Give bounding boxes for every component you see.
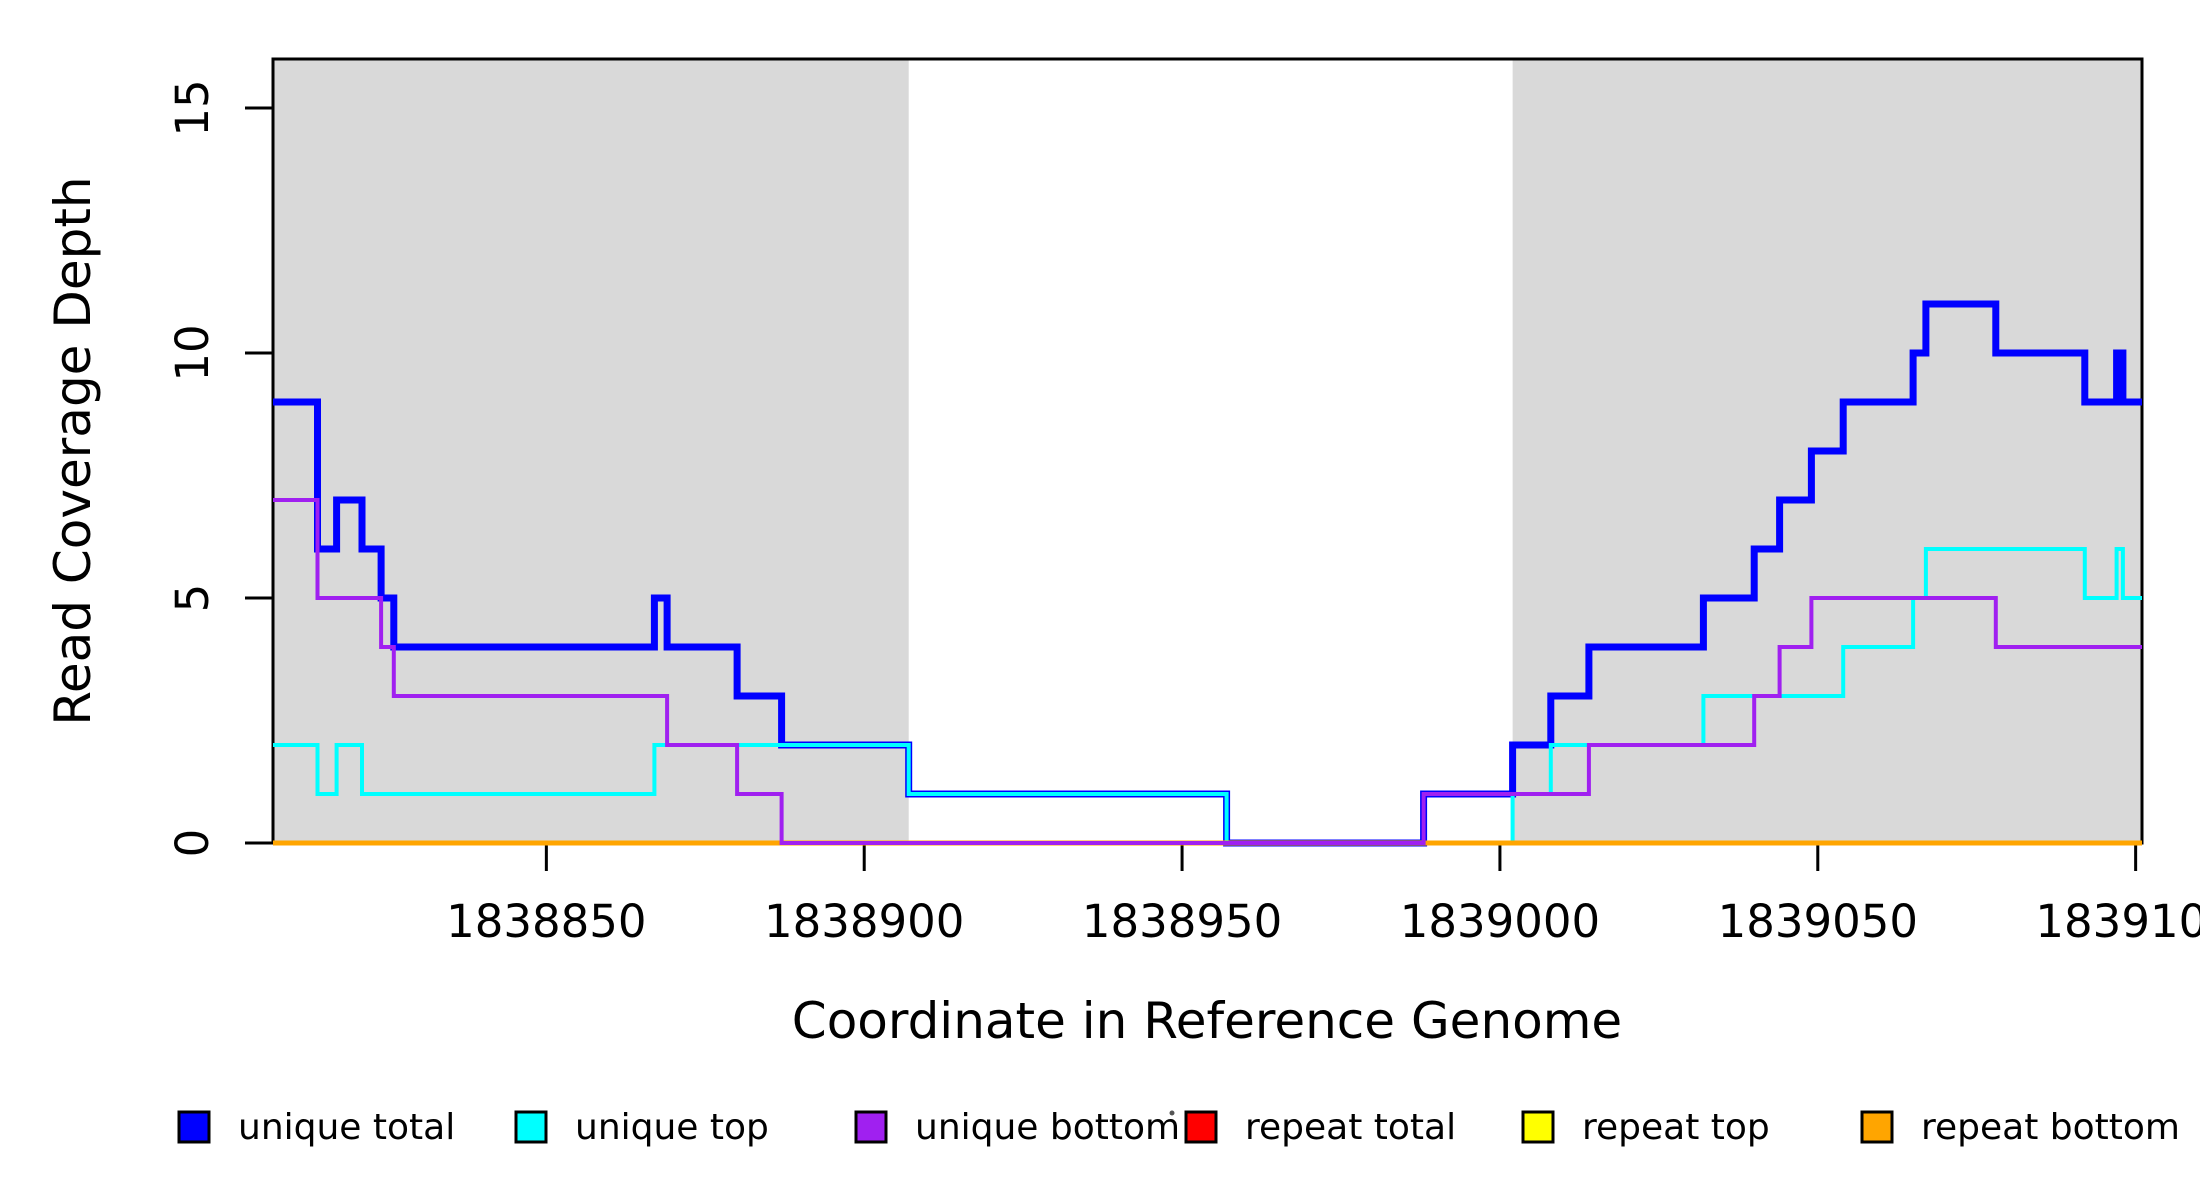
y-tick-label: 15 <box>166 79 219 136</box>
series-layer <box>273 300 2142 847</box>
x-tick-label: 1838950 <box>1082 895 1282 948</box>
shaded-regions-layer <box>273 59 2142 843</box>
x-tick-label: 1838850 <box>446 895 646 948</box>
legend-item-repeat-total: repeat total <box>1184 1107 1456 1148</box>
x-axis-title: Coordinate in Reference Genome <box>792 992 1622 1050</box>
x-tick-label: 1839000 <box>1400 895 1600 948</box>
legend-swatch-repeat-bottom <box>1860 1110 1894 1144</box>
legend-item-unique-total: unique total <box>177 1107 455 1148</box>
y-tick-label: 0 <box>166 829 219 858</box>
legend-swatch-repeat-top <box>1521 1110 1555 1144</box>
legend-swatch-repeat-total <box>1184 1110 1218 1144</box>
x-tick-label: 1839050 <box>1718 895 1918 948</box>
legend-item-repeat-bottom: repeat bottom <box>1860 1107 2180 1148</box>
legend-label: repeat total <box>1245 1107 1456 1148</box>
legend-label: unique top <box>575 1107 769 1148</box>
left-gray-region <box>273 59 909 843</box>
series-line-unique-top <box>273 547 2142 845</box>
legend-label: unique total <box>238 1107 455 1148</box>
x-tick-label: 1838900 <box>764 895 964 948</box>
y-axis: 0 5 10 15 <box>166 79 273 857</box>
y-tick-label: 5 <box>166 584 219 613</box>
legend-label: repeat bottom <box>1921 1107 2180 1148</box>
legend-swatch-unique-bottom <box>854 1110 888 1144</box>
x-axis: 1838850 1838900 1838950 1839000 1839050 18391… <box>446 843 2200 948</box>
legend-label: repeat top <box>1582 1107 1770 1148</box>
legend-item-unique-bottom: unique bottom <box>854 1107 1180 1148</box>
stray-dot-artifact <box>1169 1110 1175 1116</box>
series-line-unique-bottom <box>273 498 2142 845</box>
legend-item-unique-top: unique top <box>514 1107 769 1148</box>
legend: unique total unique top unique bottom repea… <box>177 1107 2180 1148</box>
y-axis-title: Read Coverage Depth <box>44 176 102 725</box>
legend-item-repeat-top: repeat top <box>1521 1107 1770 1148</box>
series-line-unique-total <box>273 300 2142 847</box>
y-tick-label: 10 <box>166 324 219 381</box>
legend-swatch-unique-top <box>514 1110 548 1144</box>
legend-label: unique bottom <box>915 1107 1180 1148</box>
legend-swatch-unique-total <box>177 1110 211 1144</box>
